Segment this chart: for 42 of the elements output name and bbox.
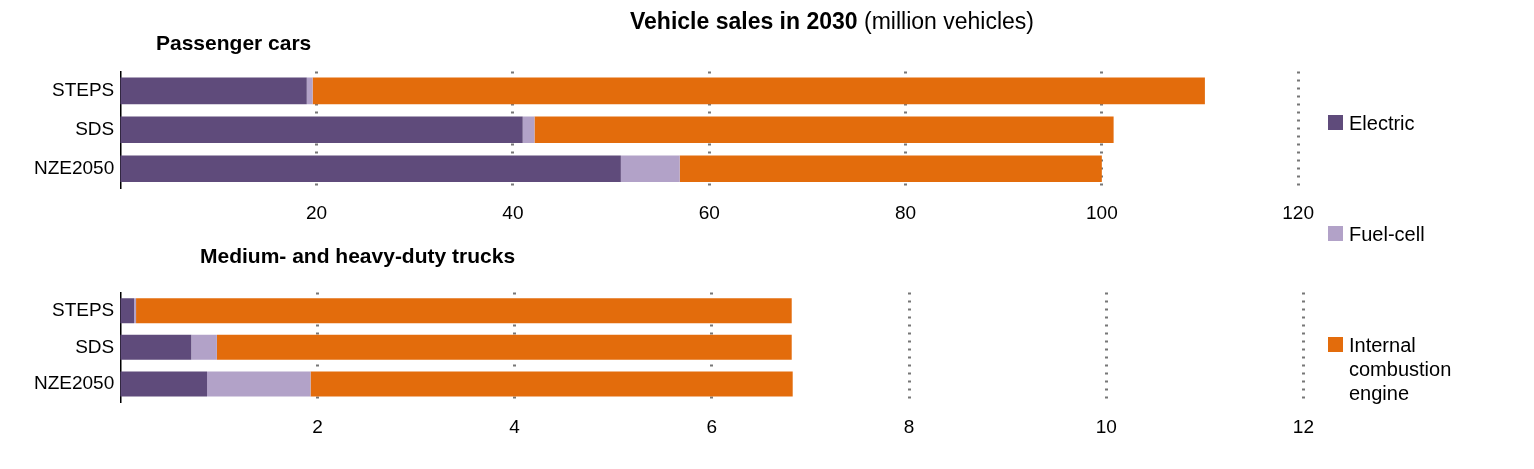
y-tick-label: NZE2050 [33,372,115,394]
x-tick-label: 2 [312,415,323,437]
bar [120,334,192,360]
y-tick-label: STEPS [51,79,115,101]
bar [534,116,1114,144]
legend-label: Electric [1349,111,1415,136]
text: Passenger cars [156,31,312,54]
bar [216,334,792,360]
x-tick-label: 60 [698,201,720,223]
x-tick-label: 20 [306,201,328,223]
x-tick-label: 120 [1282,201,1314,223]
bar [120,155,621,183]
bar [620,155,680,183]
x-tick-label: 8 [903,415,915,437]
bar [191,334,217,360]
bar [310,371,793,397]
y-tick-label: STEPS [51,298,115,320]
x-tick-label: 6 [706,415,718,437]
legend-label: Internal combustion engine [1349,332,1453,405]
legend-label: Fuel-cell [1349,222,1425,246]
bar [136,298,792,324]
y-tick-label: SDS [75,335,115,357]
bar [207,371,311,397]
chart-subtitle: (million vehicles) [863,8,1034,34]
bar [120,77,307,105]
x-tick-label: 12 [1292,415,1314,437]
y-tick-label: SDS [75,118,115,140]
x-tick-label: 80 [894,201,917,223]
bar [522,116,535,144]
x-tick-label: 4 [509,415,521,437]
x-tick-label: 10 [1095,415,1117,437]
y-tick-label: NZE2050 [33,156,115,178]
chart-title: Vehicle sales in 2030 [630,8,858,34]
x-tick-label: 40 [502,201,524,223]
x-tick-label: 100 [1085,201,1118,223]
bar [120,371,208,397]
bar [120,116,523,144]
bar [120,298,135,324]
bar [306,77,313,105]
bar [679,155,1102,183]
chart-title: Medium- and heavy-duty trucks [199,244,517,269]
bar [312,77,1205,105]
